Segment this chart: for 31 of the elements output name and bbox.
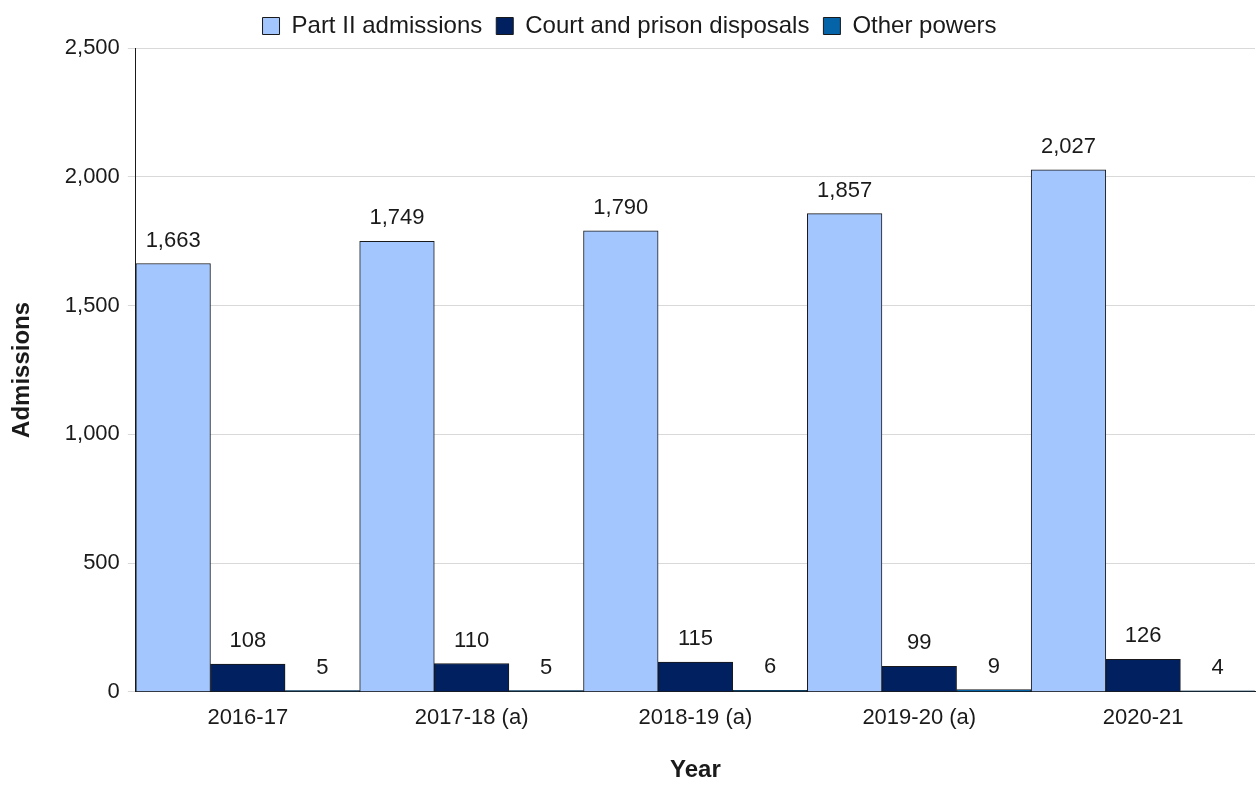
x-tick-label: 2016-17 [207, 704, 289, 730]
y-axis-title: Admissions [7, 301, 35, 438]
y-tick-label: 1,000 [64, 420, 120, 446]
data-label: 1,749 [369, 204, 425, 230]
data-label: 110 [454, 626, 490, 652]
legend-label: Part II admissions [291, 10, 483, 38]
x-tick-label: 2018-19 (a) [638, 704, 753, 730]
y-tick-label: 1,500 [64, 291, 120, 317]
data-label: 1,663 [145, 226, 201, 252]
data-label: 4 [1211, 653, 1224, 679]
y-tick-label: 2,500 [64, 34, 120, 60]
y-tick-label: 0 [107, 677, 120, 703]
data-label: 1,790 [593, 193, 649, 219]
y-tick-label: 2,000 [64, 162, 120, 188]
data-label: 5 [316, 653, 329, 679]
data-label: 2,027 [1040, 132, 1097, 158]
data-label: 6 [763, 653, 777, 679]
data-label: 9 [987, 652, 1000, 678]
data-label: 5 [540, 653, 553, 679]
x-tick-label: 2019-20 (a) [862, 704, 977, 730]
y-tick-label: 500 [83, 549, 120, 575]
data-label: 108 [229, 627, 267, 653]
data-label: 1,857 [817, 176, 873, 202]
x-axis-title: Year [670, 755, 721, 783]
x-tick-label: 2017-18 (a) [414, 704, 529, 730]
data-label: 99 [907, 629, 932, 655]
x-tick-label: 2020-21 [1102, 704, 1184, 730]
data-label: 115 [677, 625, 713, 651]
data-label: 126 [1124, 622, 1162, 648]
legend-label: Other powers [852, 10, 997, 38]
legend-label: Court and prison disposals [525, 10, 810, 38]
